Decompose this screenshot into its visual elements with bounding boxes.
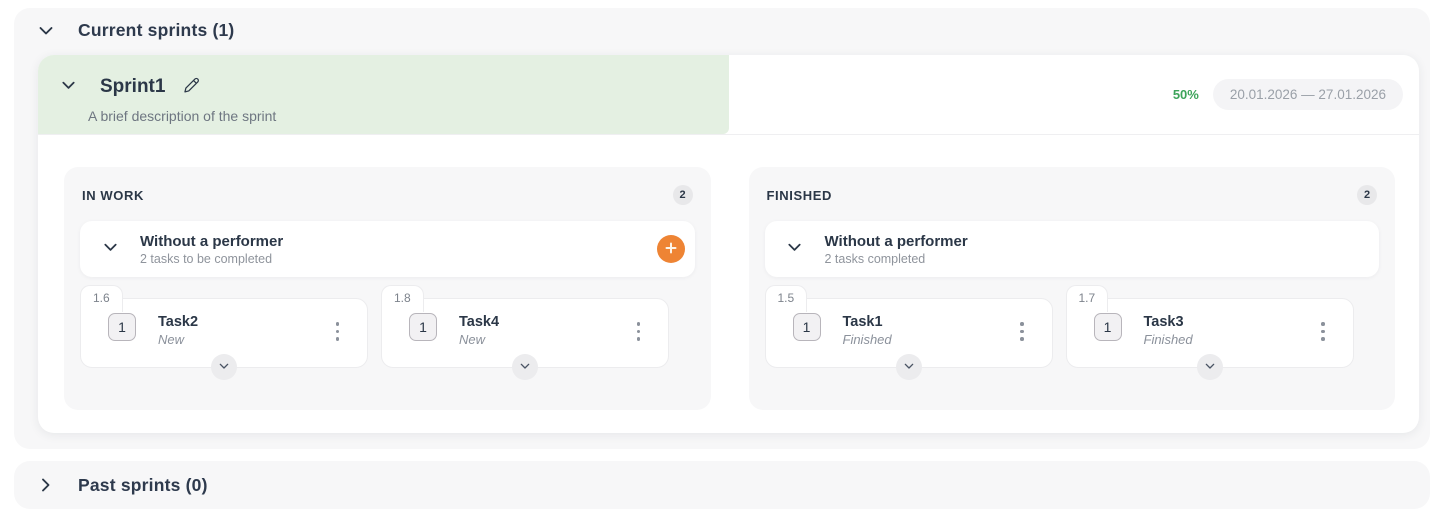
kebab-menu-icon[interactable] <box>1016 318 1028 345</box>
task-title: Task2 <box>158 314 199 330</box>
group-subtitle: 2 tasks completed <box>824 251 926 266</box>
task-expand-button[interactable] <box>895 354 922 380</box>
task-status: New <box>459 332 486 347</box>
chevron-down-icon <box>102 239 119 259</box>
chevron-right-icon[interactable] <box>36 475 56 495</box>
task-card[interactable]: 1 Task4 New <box>381 298 669 380</box>
task-status: New <box>158 332 185 347</box>
current-sprints-section: Current sprints (1) Sprint1 <box>14 8 1430 449</box>
current-sprints-header[interactable]: Current sprints (1) <box>14 8 1430 41</box>
kebab-menu-icon[interactable] <box>1317 318 1329 345</box>
plus-icon <box>664 241 678 258</box>
sprint-date-range[interactable]: 20.01.2026 — 27.01.2026 <box>1212 79 1403 110</box>
group-title: Without a performer <box>140 232 284 250</box>
column-finished: FINISHED 2 Without a performer 2 tasks c… <box>748 167 1395 410</box>
sprint-board: IN WORK 2 Without a performer 2 tasks to… <box>38 135 1419 433</box>
column-title: FINISHED <box>766 187 832 203</box>
task-number-badge: 1 <box>108 313 136 341</box>
past-sprints-section[interactable]: Past sprints (0) <box>14 461 1430 509</box>
task-card[interactable]: 1 Task2 New <box>80 298 368 380</box>
column-count-badge: 2 <box>672 185 693 205</box>
task-card[interactable]: 1 Task3 Finished <box>1065 298 1354 380</box>
task-ref: 1.5 <box>764 285 808 312</box>
task-card-wrapper: 1.7 1 Task3 Finished <box>1065 285 1354 380</box>
edit-pencil-icon <box>182 76 201 98</box>
task-title: Task3 <box>1143 314 1184 330</box>
kebab-menu-icon[interactable] <box>633 318 645 345</box>
sprint-progress-label: 50% <box>1172 87 1199 102</box>
past-sprints-title: Past sprints (0) <box>78 474 208 495</box>
task-number-badge: 1 <box>792 313 821 341</box>
sprint-progress-fill <box>38 55 729 134</box>
chevron-down-icon <box>1204 360 1216 375</box>
chevron-down-icon <box>218 360 230 375</box>
task-expand-button[interactable] <box>512 354 538 380</box>
kebab-menu-icon[interactable] <box>332 318 344 345</box>
chevron-down-icon <box>903 360 915 375</box>
chevron-down-icon <box>786 239 803 259</box>
group-collapse-button[interactable] <box>94 233 126 265</box>
task-ref: 1.6 <box>80 285 123 312</box>
chevron-down-icon[interactable] <box>36 21 56 41</box>
sprint-name: Sprint1 <box>100 76 166 97</box>
group-subtitle: 2 tasks to be completed <box>140 251 273 266</box>
column-in-work: IN WORK 2 Without a performer 2 tasks to… <box>64 167 711 410</box>
sprint-card: Sprint1 A brief description of the sprin… <box>38 55 1419 433</box>
task-title: Task4 <box>459 314 500 330</box>
group-collapse-button[interactable] <box>779 233 811 265</box>
column-title: IN WORK <box>82 187 144 203</box>
group-title: Without a performer <box>824 232 968 250</box>
sprint-description: A brief description of the sprint <box>88 108 277 124</box>
current-sprints-title: Current sprints (1) <box>78 20 235 40</box>
sprint-header: Sprint1 A brief description of the sprin… <box>38 55 1419 135</box>
performer-group: Without a performer 2 tasks completed <box>764 221 1379 277</box>
task-expand-button[interactable] <box>211 354 237 380</box>
task-status: Finished <box>842 332 892 347</box>
column-count-badge: 2 <box>1357 185 1377 205</box>
sprint-edit-button[interactable] <box>175 71 207 103</box>
chevron-down-icon <box>519 360 531 375</box>
task-card-wrapper: 1.5 1 Task1 Finished <box>764 285 1053 380</box>
task-number-badge: 1 <box>409 313 437 341</box>
chevron-down-icon <box>60 77 77 97</box>
task-card-wrapper: 1.8 1 Task4 New <box>381 285 669 380</box>
task-ref: 1.8 <box>381 285 424 312</box>
task-expand-button[interactable] <box>1196 354 1223 380</box>
performer-group: Without a performer 2 tasks to be comple… <box>80 221 695 277</box>
sprint-collapse-button[interactable] <box>52 71 84 103</box>
task-title: Task1 <box>842 314 883 330</box>
add-task-button[interactable] <box>656 235 685 263</box>
task-number-badge: 1 <box>1093 313 1122 341</box>
task-status: Finished <box>1143 332 1193 347</box>
task-ref: 1.7 <box>1065 285 1109 312</box>
task-card-wrapper: 1.6 1 Task2 New <box>80 285 368 380</box>
task-card[interactable]: 1 Task1 Finished <box>764 298 1053 380</box>
